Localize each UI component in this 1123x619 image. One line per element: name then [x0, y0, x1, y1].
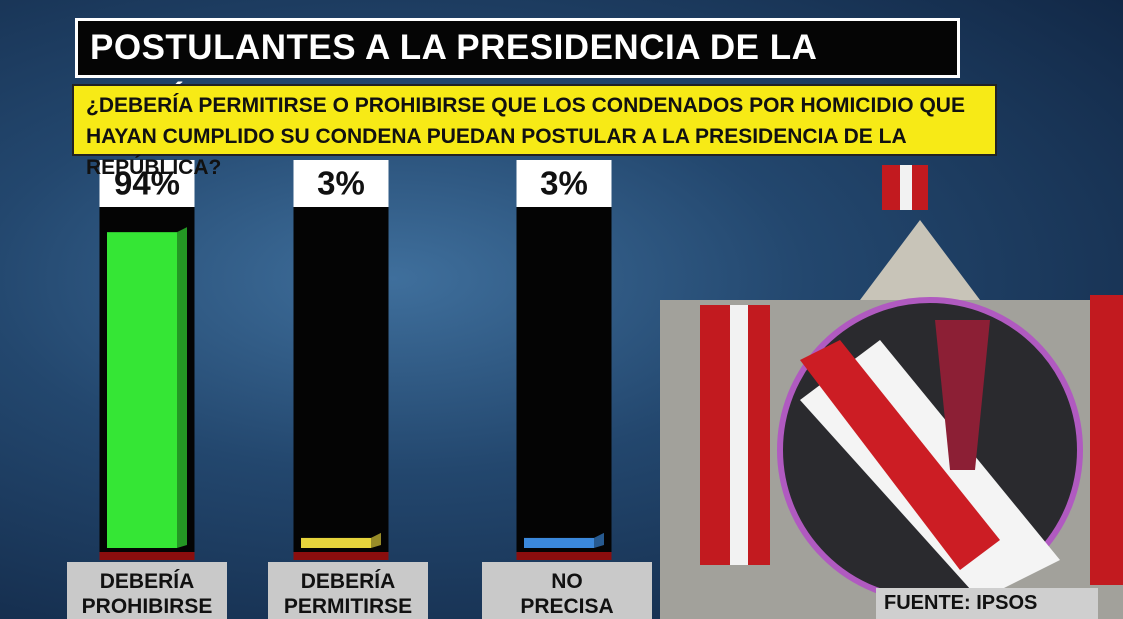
- bar-side: [594, 532, 604, 548]
- bar-side: [371, 532, 381, 548]
- category-label: DEBERÍA PERMITIRSE: [268, 562, 428, 619]
- background-photo: [660, 165, 1123, 619]
- bar-side: [177, 227, 187, 548]
- bar: [107, 232, 177, 548]
- value-label: 3%: [317, 165, 365, 202]
- value-label: 94%: [114, 165, 180, 202]
- bar-base: [516, 552, 612, 560]
- bar-track: [516, 207, 612, 552]
- value-label-box: [293, 160, 389, 207]
- category-label: DEBERÍA PROHIBIRSE: [67, 562, 227, 619]
- bar: [524, 537, 594, 548]
- source: FUENTE: IPSOS PERÚ: [876, 588, 1098, 619]
- value-label-box: [99, 160, 195, 207]
- title: POSTULANTES A LA PRESIDENCIA DE LA REPÚB…: [75, 18, 960, 121]
- bar-base: [293, 552, 389, 560]
- value-label: 3%: [540, 165, 588, 202]
- bar-track: [293, 207, 389, 552]
- category-label: NO PRECISA: [482, 562, 652, 619]
- bar-base: [99, 552, 195, 560]
- value-label-box: [516, 160, 612, 207]
- bar: [301, 537, 371, 548]
- subtitle: ¿DEBERÍA PERMITIRSE O PROHIBIRSE QUE LOS…: [72, 84, 997, 179]
